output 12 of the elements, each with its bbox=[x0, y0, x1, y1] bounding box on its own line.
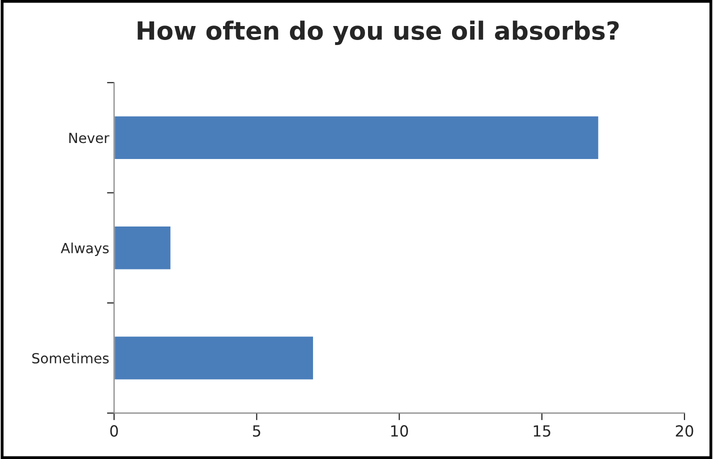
chart-title: How often do you use oil absorbs? bbox=[138, 20, 619, 46]
x-tick-label: 10 bbox=[391, 425, 408, 437]
bar bbox=[114, 335, 314, 381]
bar bbox=[114, 225, 172, 271]
x-tick-label: 0 bbox=[110, 425, 118, 437]
y-tick-label: Always bbox=[60, 242, 109, 256]
y-tick-label: Sometimes bbox=[32, 352, 109, 364]
y-tick-label: Never bbox=[69, 132, 110, 144]
bar bbox=[114, 114, 600, 160]
x-tick-label: 20 bbox=[676, 425, 694, 437]
x-tick-label: 5 bbox=[253, 425, 260, 437]
x-tick-label: 15 bbox=[534, 425, 550, 437]
